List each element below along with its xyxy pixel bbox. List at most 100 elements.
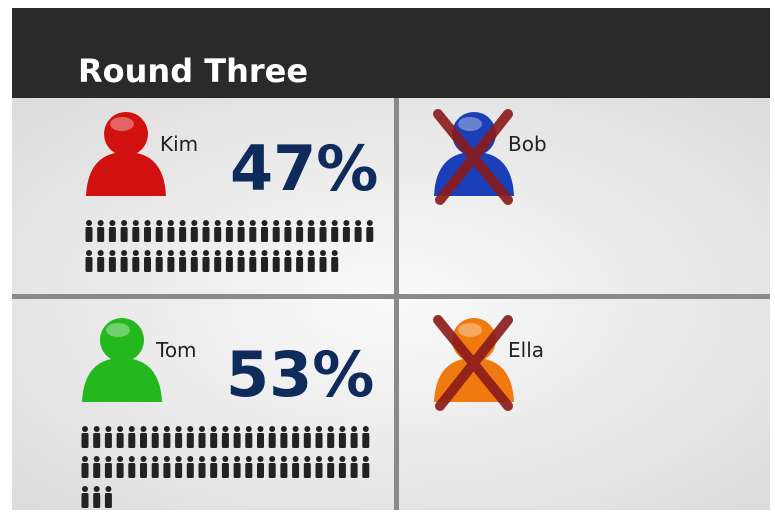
voter-body [175, 433, 183, 448]
voter-body [186, 463, 194, 478]
percent-label: 53% [226, 338, 374, 411]
voter-icon [140, 426, 147, 448]
voter-icon [284, 220, 292, 242]
voter-head [163, 456, 170, 462]
candidate-name: Kim [160, 132, 198, 156]
voter-icon [303, 426, 311, 448]
voter-head [199, 456, 205, 462]
voter-body [128, 433, 136, 448]
voter-head [284, 250, 291, 256]
voter-body [249, 257, 257, 272]
voter-icon [81, 456, 89, 478]
voter-head [245, 426, 252, 432]
voter-icon [237, 220, 245, 242]
candidate-name: Ella [508, 338, 544, 362]
voter-icon [331, 220, 339, 242]
voter-head [226, 250, 233, 256]
voter-icon [245, 426, 253, 448]
voter-icon [144, 250, 151, 272]
percent-label: 47% [230, 132, 378, 205]
voter-head [105, 426, 112, 432]
voter-head [280, 426, 287, 432]
voter-icon [272, 220, 280, 242]
voter-head [355, 220, 362, 226]
voter-icon [245, 456, 253, 478]
candidate: Kim 47% [85, 112, 378, 272]
voter-body [144, 257, 151, 272]
voter-icon [315, 426, 323, 448]
voter-head [82, 486, 88, 492]
voter-head [203, 220, 209, 226]
avatar-shine [458, 323, 482, 337]
voter-icon [202, 250, 210, 272]
voter-body [338, 463, 346, 478]
voter-body [108, 227, 116, 242]
voter-body [327, 433, 335, 448]
voter-body [163, 463, 171, 478]
voter-body [280, 463, 288, 478]
voter-head [327, 426, 334, 432]
voter-body [257, 433, 264, 448]
voter-head [156, 250, 163, 256]
voter-head [82, 426, 88, 432]
voter-icon [116, 426, 124, 448]
voter-head [226, 220, 233, 226]
voter-head [128, 456, 135, 462]
voter-icon [167, 250, 175, 272]
candidate-name: Tom [155, 338, 197, 362]
voter-head [82, 456, 88, 462]
voter-icon [292, 426, 300, 448]
voter-head [316, 426, 322, 432]
voter-icon [261, 220, 268, 242]
voter-head [175, 426, 182, 432]
voter-body [261, 257, 268, 272]
divider-h [12, 294, 770, 299]
voter-head [222, 456, 229, 462]
voter-icon [284, 250, 292, 272]
voter-icon [307, 220, 315, 242]
voter-body [233, 433, 241, 448]
voter-head [316, 456, 322, 462]
voter-icon [198, 426, 206, 448]
voter-icon [116, 456, 124, 478]
voter-head [105, 456, 112, 462]
voter-head [269, 456, 276, 462]
voter-body [116, 433, 124, 448]
voter-body [354, 227, 362, 242]
voter-body [190, 257, 198, 272]
voter-head [362, 426, 369, 432]
voter-head [320, 220, 326, 226]
voter-body [331, 257, 339, 272]
voter-body [268, 463, 276, 478]
voter-icon [221, 426, 229, 448]
avatar-shine [110, 117, 134, 131]
voter-icon [151, 456, 159, 478]
voter-body [307, 227, 315, 242]
voter-body [249, 227, 257, 242]
voter-icon [104, 486, 112, 508]
candidate: Ella [433, 315, 544, 411]
voter-head [292, 456, 299, 462]
voter-icon [362, 426, 370, 448]
voter-head [163, 426, 170, 432]
voter-body [261, 227, 268, 242]
voter-icon [120, 220, 128, 242]
voter-body [155, 227, 163, 242]
voter-head [257, 456, 264, 462]
voter-body [81, 433, 89, 448]
voter-head [167, 250, 174, 256]
voter-body [210, 463, 218, 478]
voter-icon [132, 220, 140, 242]
voter-icon [198, 456, 206, 478]
voter-body [97, 227, 105, 242]
voter-head [214, 220, 221, 226]
voter-head [109, 250, 116, 256]
voter-head [280, 456, 287, 462]
voter-body [151, 433, 159, 448]
voter-body [202, 227, 210, 242]
voter-head [167, 220, 174, 226]
voter-head [261, 250, 268, 256]
voter-icon [97, 220, 105, 242]
voter-icon [167, 220, 175, 242]
voter-icon [303, 456, 311, 478]
